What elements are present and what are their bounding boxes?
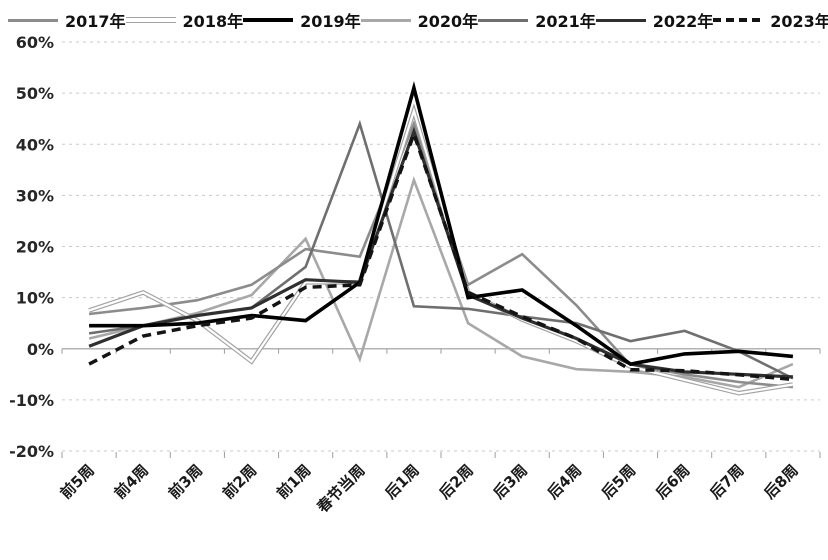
y-axis-tick-label: 40%: [16, 135, 54, 154]
chart-legend: 2017年 2018年 2019年 2020年 2021年 2022年 2023…: [0, 0, 828, 32]
y-axis-tick-label: -10%: [9, 391, 54, 410]
series-line-2019: [89, 81, 794, 367]
legend-item-2023: 2023年: [713, 8, 828, 32]
x-axis-category-label: 后6周: [652, 461, 693, 502]
legend-label-2020: 2020年: [417, 12, 479, 31]
x-axis-category-label: 后2周: [436, 461, 477, 502]
legend-swatch-2021-line: [478, 18, 529, 22]
legend-swatch-2017-line: [8, 18, 58, 22]
x-axis-category-label: 后7周: [706, 461, 747, 502]
legend-label-2023: 2023年: [770, 12, 828, 31]
y-axis-tick-label: -20%: [9, 442, 54, 461]
x-axis-category-label: 春节当周: [313, 461, 368, 516]
x-axis-category-label: 后4周: [544, 461, 585, 502]
series-line-2023: [88, 128, 794, 382]
legend-label-2017: 2017年: [65, 12, 126, 31]
legend-item-2018: 2018年: [125, 8, 244, 32]
legend-swatch-2022-line: [595, 18, 646, 22]
x-axis-category-label: 前1周: [273, 461, 314, 502]
legend-label-2022: 2022年: [652, 12, 714, 31]
legend-item-2022: 2022年: [595, 8, 714, 32]
y-axis-tick-label: 30%: [16, 186, 54, 205]
x-axis-category-label: 后8周: [760, 461, 801, 502]
legend-swatch-2020-line: [360, 18, 411, 22]
legend-label-2021: 2021年: [535, 12, 596, 31]
legend-item-2020: 2020年: [360, 8, 479, 32]
y-axis-tick-label: 50%: [16, 84, 54, 103]
legend-item-2017: 2017年: [8, 8, 126, 32]
series-line-inner-2018: [88, 107, 794, 395]
y-axis-tick-label: 20%: [16, 238, 54, 257]
legend-swatch-2019-line: [243, 18, 294, 22]
legend-swatch-2018-double-line: [125, 17, 176, 23]
legend-label-2018: 2018年: [182, 12, 244, 31]
x-axis-category-label: 前3周: [165, 461, 206, 502]
x-axis-category-label: 后1周: [381, 461, 422, 502]
x-axis-category-label: 前4周: [111, 461, 152, 502]
y-axis-tick-label: 60%: [16, 33, 54, 52]
x-axis-category-label: 后3周: [490, 461, 531, 502]
series-line-2017: [88, 120, 794, 389]
y-axis-tick-label: 0%: [27, 340, 54, 359]
legend-item-2019: 2019年: [243, 8, 361, 32]
x-axis-category-label: 前5周: [57, 461, 98, 502]
legend-label-2019: 2019年: [300, 12, 361, 31]
x-axis-category-label: 前2周: [219, 461, 260, 502]
x-axis-category-label: 后5周: [598, 461, 639, 502]
y-axis-tick-label: 10%: [16, 289, 54, 308]
legend-swatch-2023-dashed-line: [713, 18, 764, 22]
legend-item-2021: 2021年: [478, 8, 596, 32]
